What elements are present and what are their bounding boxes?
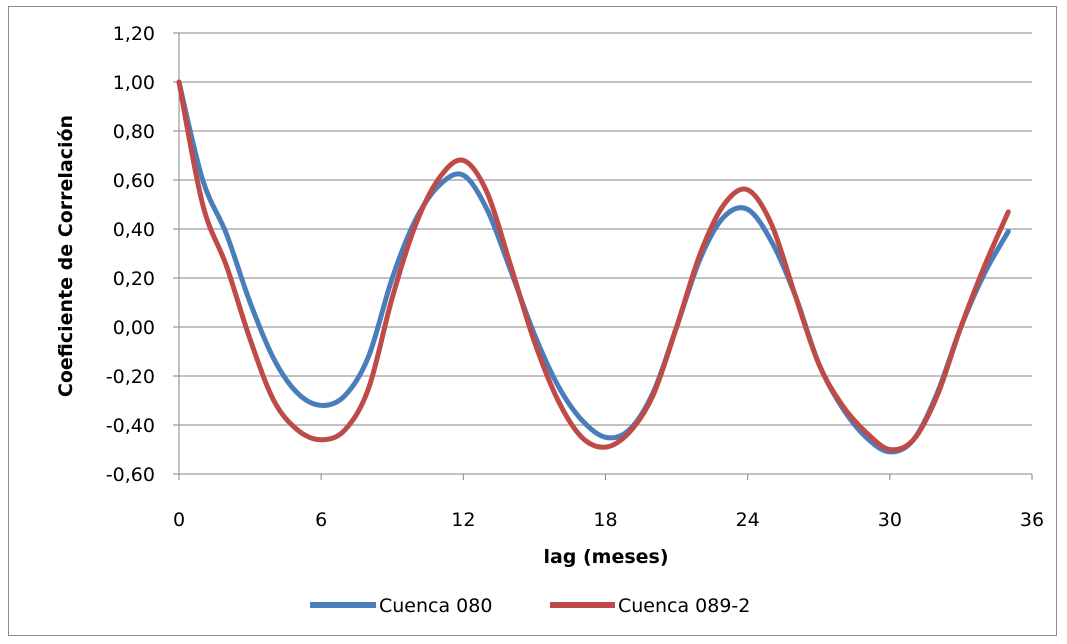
legend: Cuenca 080 Cuenca 089-2 bbox=[310, 595, 750, 617]
y-tick-label: -0,60 bbox=[106, 464, 155, 486]
legend-label-cuenca-080: Cuenca 080 bbox=[379, 595, 492, 617]
y-tick-label: 0,40 bbox=[113, 219, 155, 241]
axes bbox=[173, 33, 1032, 480]
x-tick-label: 6 bbox=[315, 509, 327, 531]
data-series bbox=[179, 82, 1008, 452]
y-axis-title: Coeficiente de Correlación bbox=[55, 115, 77, 397]
y-tick-label: 1,20 bbox=[113, 23, 155, 45]
x-axis-tick-labels: 0 6 12 18 24 30 36 bbox=[173, 509, 1044, 531]
x-axis-title: lag (meses) bbox=[543, 546, 668, 568]
y-tick-label: 0,20 bbox=[113, 268, 155, 290]
y-axis-tick-labels: -0,60 -0,40 -0,20 0,00 0,20 0,40 0,60 0,80 1,00 1… bbox=[106, 23, 155, 486]
y-tick-label: -0,40 bbox=[106, 415, 155, 437]
y-tick-label: 1,00 bbox=[113, 72, 155, 94]
x-tick-label: 0 bbox=[173, 509, 185, 531]
series-line-cuenca-089-2 bbox=[179, 82, 1008, 450]
gridlines bbox=[179, 33, 1032, 425]
y-tick-label: 0,60 bbox=[113, 170, 155, 192]
y-tick-label: 0,00 bbox=[113, 317, 155, 339]
x-tick-label: 30 bbox=[878, 509, 902, 531]
x-tick-label: 36 bbox=[1020, 509, 1044, 531]
x-tick-label: 12 bbox=[451, 509, 475, 531]
series-line-cuenca-080 bbox=[179, 82, 1008, 452]
legend-label-cuenca-089-2: Cuenca 089-2 bbox=[618, 595, 750, 617]
y-tick-label: 0,80 bbox=[113, 121, 155, 143]
y-tick-label: -0,20 bbox=[106, 366, 155, 388]
x-tick-label: 18 bbox=[593, 509, 617, 531]
x-tick-label: 24 bbox=[736, 509, 760, 531]
